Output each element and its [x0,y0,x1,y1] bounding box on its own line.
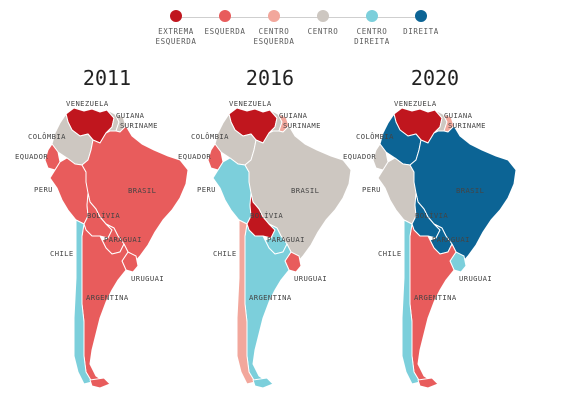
region-chile [401,219,421,385]
country-label-guiana: GUIANA [116,111,145,120]
country-label-chile: CHILE [378,249,402,258]
region-equador [207,143,224,171]
legend-item-esquerda: ESQUERDA [185,10,265,37]
country-label-suriname: SURINAME [120,121,158,130]
legend-label: ESQUERDA [204,27,246,36]
legend-item-direita: DIREITA [381,10,461,37]
legend-dot [317,10,329,22]
country-label-equador: EQUADOR [178,152,211,161]
region-equador [372,143,389,171]
region-chile [236,219,256,385]
country-label-uruguai: URUGUAI [459,274,492,283]
country-label-paraguai: PARAGUAI [432,235,470,244]
legend-dot [170,10,182,22]
country-label-bolivia: BOLÍVIA [415,211,448,220]
region-bolivia [246,192,276,239]
legend-label: CENTRO ESQUERDA [253,27,295,46]
country-label-bolivia: BOLÍVIA [87,211,120,220]
country-label-brasil: BRASIL [291,186,319,195]
country-label-peru: PERU [34,185,53,194]
country-label-paraguai: PARAGUAI [104,235,142,244]
legend-dot [415,10,427,22]
region-tierra-del-fuego [417,377,439,389]
legend-label: EXTREMA ESQUERDA [155,27,197,46]
country-label-venezuela: VENEZUELA [229,99,272,108]
country-label-uruguai: URUGUAI [294,274,327,283]
country-label-equador: EQUADOR [15,152,48,161]
region-equador [44,143,61,171]
country-label-peru: PERU [362,185,381,194]
country-label-venezuela: VENEZUELA [394,99,437,108]
country-label-suriname: SURINAME [283,121,321,130]
country-label-bolivia: BOLÍVIA [250,211,283,220]
legend-label: DIREITA [403,27,439,36]
legend-label: CENTRO DIREITA [354,27,390,46]
legend-label: CENTRO [307,27,339,36]
country-label-peru: PERU [197,185,216,194]
legend-item-centro-esquerda: CENTRO ESQUERDA [234,10,314,47]
country-label-chile: CHILE [213,249,237,258]
legend-item-centro-direita: CENTRO DIREITA [332,10,412,47]
country-label-brasil: BRASIL [456,186,484,195]
region-tierra-del-fuego [252,377,274,389]
country-label-brasil: BRASIL [128,186,156,195]
legend-dot [366,10,378,22]
region-bolivia [411,192,441,239]
country-label-guiana: GUIANA [444,111,473,120]
country-label-colombia: COLÔMBIA [356,132,394,141]
country-label-venezuela: VENEZUELA [66,99,109,108]
country-label-argentina: ARGENTINA [249,293,292,302]
country-label-equador: EQUADOR [343,152,376,161]
country-label-colombia: COLÔMBIA [191,132,229,141]
legend: EXTREMA ESQUERDA ESQUERDA CENTRO ESQUERD… [0,0,584,60]
region-chile [73,219,93,385]
region-tierra-del-fuego [89,377,111,389]
legend-dot [219,10,231,22]
country-label-suriname: SURINAME [448,121,486,130]
year-title-2020: 2020 [410,66,460,90]
region-bolivia [83,192,113,239]
country-label-uruguai: URUGUAI [131,274,164,283]
legend-item-extrema-esquerda: EXTREMA ESQUERDA [136,10,216,47]
country-label-argentina: ARGENTINA [86,293,129,302]
legend-line [176,17,420,18]
year-title-2016: 2016 [245,66,295,90]
country-label-chile: CHILE [50,249,74,258]
legend-item-centro: CENTRO [283,10,363,37]
country-label-argentina: ARGENTINA [414,293,457,302]
year-title-2011: 2011 [82,66,132,90]
country-label-paraguai: PARAGUAI [267,235,305,244]
country-label-colombia: COLÔMBIA [28,132,66,141]
country-label-guiana: GUIANA [279,111,308,120]
legend-dot [268,10,280,22]
